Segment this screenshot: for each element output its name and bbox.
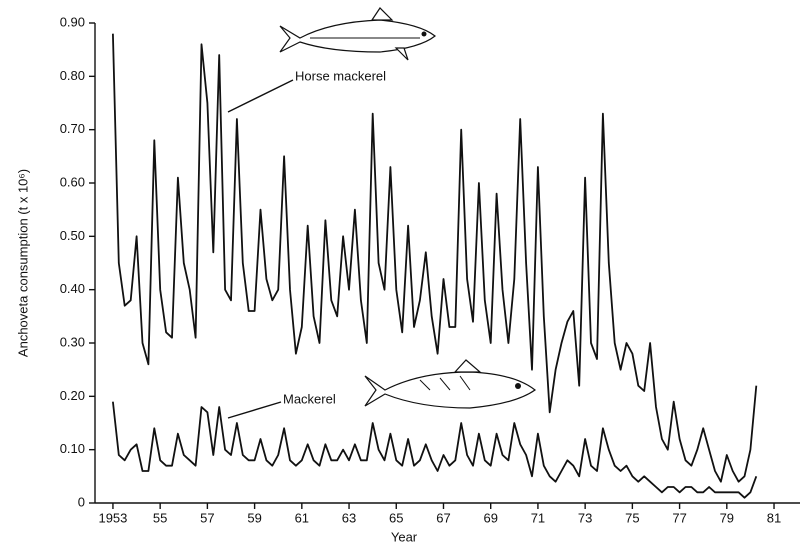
x-tick-label: 1953 xyxy=(98,510,127,525)
y-tick-label: 0.70 xyxy=(60,121,85,136)
x-tick-label: 55 xyxy=(153,510,167,525)
x-tick-label: 81 xyxy=(767,510,781,525)
y-tick-label: 0.40 xyxy=(60,281,85,296)
x-tick-label: 65 xyxy=(389,510,403,525)
y-tick-label: 0.60 xyxy=(60,174,85,189)
x-tick-label: 77 xyxy=(672,510,686,525)
x-tick-label: 69 xyxy=(483,510,497,525)
x-tick-label: 79 xyxy=(720,510,734,525)
series-line xyxy=(112,401,758,499)
leader-line xyxy=(227,79,294,113)
x-tick-label: 73 xyxy=(578,510,592,525)
x-tick-label: 57 xyxy=(200,510,214,525)
series-line xyxy=(112,33,758,483)
x-tick-label: 61 xyxy=(295,510,309,525)
x-tick-label: 63 xyxy=(342,510,356,525)
y-tick-label: 0.30 xyxy=(60,334,85,349)
annotation: Horse mackerel xyxy=(295,68,386,83)
annotation: Mackerel xyxy=(283,391,336,406)
y-axis-label: Anchoveta consumption (t x 10⁶) xyxy=(15,169,30,357)
y-tick-label: 0.50 xyxy=(60,228,85,243)
y-tick-label: 0 xyxy=(78,494,85,509)
mackerel-illustration xyxy=(364,359,537,409)
leader-line xyxy=(227,401,282,419)
x-tick-label: 67 xyxy=(436,510,450,525)
x-tick-label: 59 xyxy=(247,510,261,525)
x-axis-label: Year xyxy=(391,529,418,544)
y-tick-label: 0.20 xyxy=(60,388,85,403)
y-tick-label: 0.90 xyxy=(60,14,85,29)
y-tick-label: 0.10 xyxy=(60,441,85,456)
horse-mackerel-illustration xyxy=(279,7,436,61)
x-tick-label: 75 xyxy=(625,510,639,525)
x-tick-label: 71 xyxy=(531,510,545,525)
y-tick-label: 0.80 xyxy=(60,68,85,83)
